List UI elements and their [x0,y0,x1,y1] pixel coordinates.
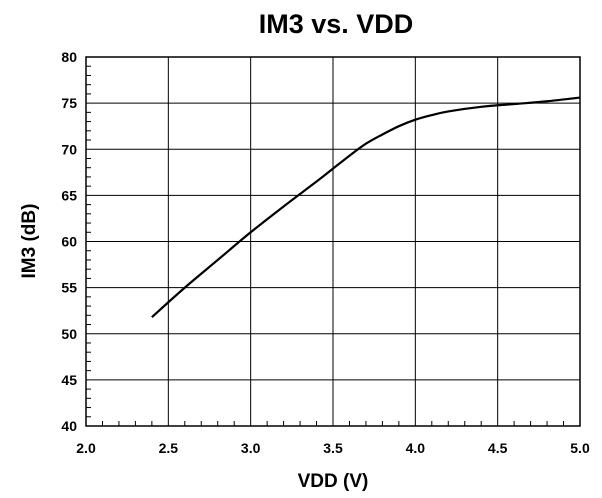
y-tick-label: 60 [61,234,77,250]
im3-series-line [151,96,581,318]
y-tick-label: 55 [61,280,77,296]
x-tick-label: 3.0 [241,440,261,456]
y-axis-label: IM3 (dB) [19,204,40,279]
x-tick-label: 4.0 [406,440,426,456]
y-tick-label: 70 [61,141,77,157]
grid-lines [86,57,580,426]
minor-ticks [86,65,565,426]
y-tick-label: 40 [61,418,77,434]
x-tick-label: 2.5 [159,440,179,456]
y-tick-label: 75 [61,95,77,111]
tick-labels: 2.0 2.5 3.0 3.5 4.0 4.5 5.0 40 45 50 55 60 65 70 75 80 [61,49,590,456]
y-tick-label: 65 [61,187,77,203]
x-tick-label: 3.5 [323,440,343,456]
plot-area [151,96,581,318]
x-tick-label: 4.5 [488,440,508,456]
x-tick-label: 5.0 [570,440,590,456]
y-tick-label: 45 [61,372,77,388]
y-tick-label: 50 [61,326,77,342]
chart-title: IM3 vs. VDD [259,9,414,39]
y-tick-label: 80 [61,49,77,65]
x-tick-label: 2.0 [76,440,96,456]
x-axis-label: VDD (V) [298,471,369,492]
plot-frame [85,56,581,427]
